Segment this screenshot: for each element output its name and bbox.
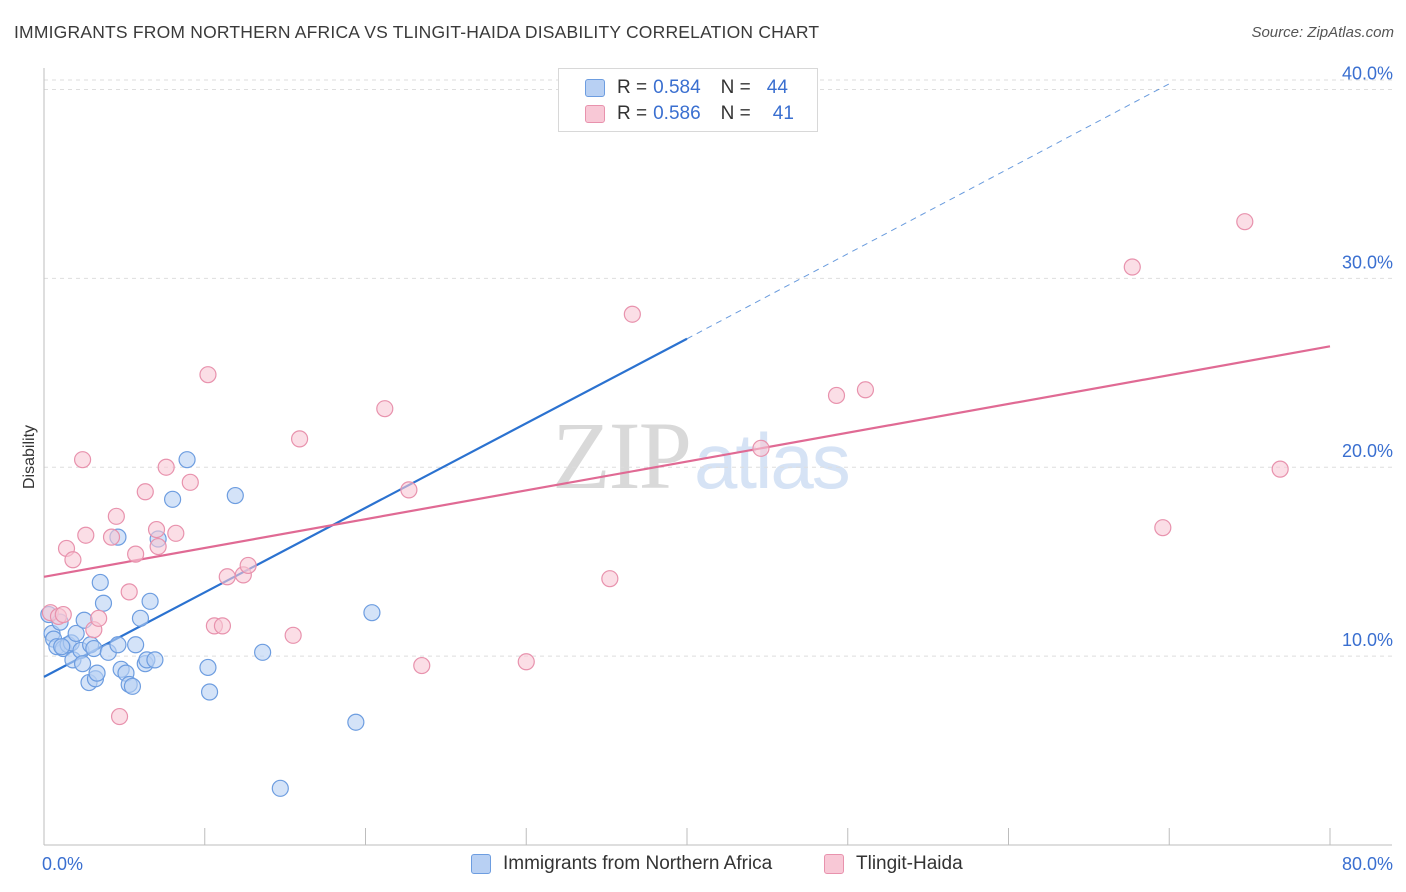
legend-r-value: 0.586 xyxy=(653,103,701,124)
point-immigrants xyxy=(53,638,71,656)
point-immigrants xyxy=(178,451,196,469)
point-tlingit-haida xyxy=(1236,213,1254,231)
bottom-legend-swatch-pink xyxy=(824,854,844,874)
point-tlingit-haida xyxy=(213,617,232,635)
legend-r-label: R = xyxy=(617,77,648,98)
watermark-zip: ZIP xyxy=(552,402,692,509)
point-tlingit-haida xyxy=(157,458,175,476)
trend-line-tlingit-haida xyxy=(43,345,1331,578)
bottom-legend-label: Immigrants from Northern Africa xyxy=(503,853,773,874)
point-tlingit-haida xyxy=(284,626,302,644)
point-tlingit-haida xyxy=(623,305,641,323)
point-tlingit-haida xyxy=(290,430,309,448)
point-immigrants xyxy=(94,594,113,612)
point-tlingit-haida xyxy=(64,551,82,569)
point-tlingit-haida xyxy=(218,568,236,586)
point-immigrants xyxy=(131,609,150,627)
bottom-legend-item-blue: Immigrants from Northern Africa xyxy=(471,852,772,876)
point-immigrants xyxy=(127,636,145,654)
point-tlingit-haida xyxy=(149,537,167,556)
point-tlingit-haida xyxy=(601,570,619,588)
point-immigrants xyxy=(199,658,217,677)
point-immigrants xyxy=(200,683,219,701)
point-immigrants xyxy=(164,490,182,508)
point-immigrants xyxy=(123,677,142,695)
point-immigrants xyxy=(226,486,244,505)
point-tlingit-haida xyxy=(107,507,125,525)
point-tlingit-haida xyxy=(199,366,217,384)
point-tlingit-haida xyxy=(400,481,418,499)
point-tlingit-haida xyxy=(413,656,431,675)
trend-line-layer xyxy=(43,83,1331,678)
point-tlingit-haida xyxy=(90,609,108,627)
point-tlingit-haida xyxy=(77,526,95,544)
point-tlingit-haida xyxy=(1271,460,1289,478)
point-tlingit-haida xyxy=(54,605,72,624)
trend-line-immigrants xyxy=(43,337,688,678)
point-tlingit-haida xyxy=(517,653,535,671)
y-tick-label: 20.0% xyxy=(1342,441,1393,461)
legend-n-value: 41 xyxy=(772,103,794,124)
legend-r-value: 0.584 xyxy=(653,77,701,98)
point-tlingit-haida xyxy=(827,386,846,405)
point-tlingit-haida xyxy=(752,439,770,457)
y-tick-label: 10.0% xyxy=(1342,630,1393,650)
point-immigrants xyxy=(91,573,109,592)
legend-r-label: R = xyxy=(617,103,648,124)
legend-n-value: 44 xyxy=(766,77,788,98)
legend-swatch-pink xyxy=(585,105,605,123)
stats-legend: R = 0.584 N = 44 R = 0.586 N = 41 xyxy=(558,68,818,132)
point-immigrants xyxy=(347,713,365,731)
point-tlingit-haida xyxy=(147,520,166,539)
point-tlingit-haida xyxy=(110,707,129,726)
trend-line-immigrants-extension xyxy=(686,83,1170,340)
legend-n-label: N = xyxy=(720,77,751,98)
point-tlingit-haida xyxy=(127,545,145,563)
tick-label-layer: 10.0% 20.0% 30.0% 40.0% 0.0% 80.0% Disability xyxy=(21,63,1393,874)
point-tlingit-haida xyxy=(856,381,875,399)
point-immigrants xyxy=(109,636,127,654)
point-tlingit-haida xyxy=(1154,519,1172,537)
axis-layer xyxy=(43,68,1392,846)
point-immigrants xyxy=(73,655,92,673)
bottom-legend-item-pink: Tlingit-Haida xyxy=(824,852,963,876)
point-layer xyxy=(40,213,1289,797)
point-tlingit-haida xyxy=(239,556,257,575)
chart-title: IMMIGRANTS FROM NORTHERN AFRICA VS TLING… xyxy=(14,22,820,42)
legend-swatch-blue xyxy=(585,79,605,97)
point-tlingit-haida xyxy=(73,451,92,469)
watermark-atlas: atlas xyxy=(694,417,851,505)
point-tlingit-haida xyxy=(376,400,394,418)
point-immigrants xyxy=(85,639,103,658)
y-tick-label: 40.0% xyxy=(1342,63,1393,83)
point-immigrants xyxy=(271,779,289,797)
point-immigrants xyxy=(363,604,381,622)
legend-row-blue: R = 0.584 N = 44 xyxy=(585,76,788,100)
point-tlingit-haida xyxy=(181,473,199,491)
point-tlingit-haida xyxy=(120,583,138,601)
y-tick-label: 30.0% xyxy=(1342,252,1393,272)
bottom-legend-label: Tlingit-Haida xyxy=(856,853,963,874)
point-tlingit-haida xyxy=(102,528,121,546)
x-tick-label-min: 0.0% xyxy=(42,854,83,874)
y-axis-title: Disability xyxy=(21,425,38,489)
source-label: Source: ZipAtlas.com xyxy=(1251,24,1394,41)
point-immigrants xyxy=(67,624,85,643)
point-immigrants xyxy=(254,643,272,661)
watermark: ZIPatlas xyxy=(552,400,851,511)
x-tick-label-max: 80.0% xyxy=(1342,854,1393,874)
point-tlingit-haida xyxy=(136,483,154,501)
point-tlingit-haida xyxy=(1123,258,1141,276)
point-tlingit-haida xyxy=(167,524,185,542)
bottom-legend-swatch-blue xyxy=(471,854,491,874)
point-immigrants xyxy=(146,651,164,669)
legend-row-pink: R = 0.586 N = 41 xyxy=(585,102,794,126)
point-immigrants xyxy=(88,664,106,682)
point-immigrants xyxy=(141,592,159,610)
legend-n-label: N = xyxy=(720,103,751,124)
